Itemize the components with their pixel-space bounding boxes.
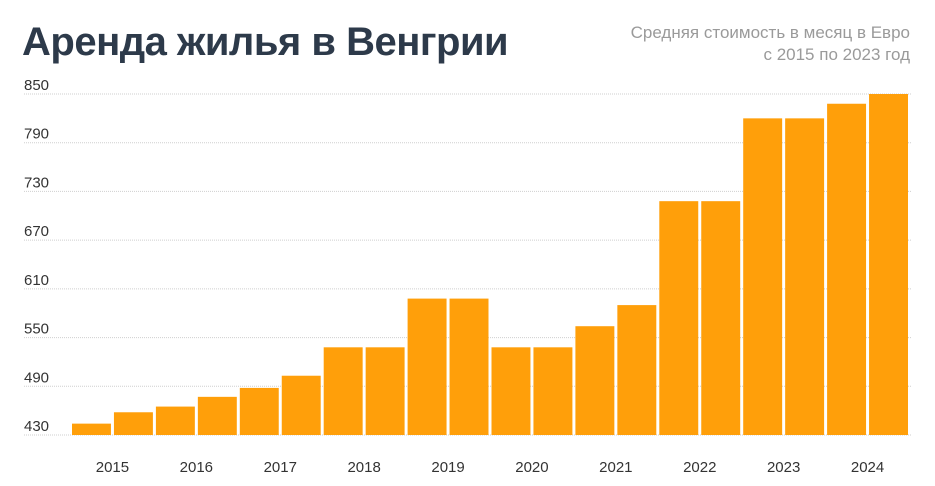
x-tick-label: 2024 (851, 459, 884, 476)
y-tick-label: 730 (24, 174, 49, 191)
bar (785, 118, 825, 435)
bar (533, 347, 573, 435)
subtitle-line-1: Средняя стоимость в месяц в Евро (630, 23, 910, 42)
bar (281, 375, 321, 435)
x-tick-label: 2015 (96, 459, 129, 476)
bar (659, 201, 699, 435)
y-tick-label: 550 (24, 321, 49, 338)
y-tick-label: 490 (24, 369, 49, 386)
bar (365, 347, 405, 435)
x-tick-label: 2016 (180, 459, 213, 476)
bar (617, 305, 657, 435)
bar (113, 412, 153, 435)
bar (72, 423, 111, 435)
bar (155, 406, 195, 435)
bar (449, 298, 489, 435)
x-tick-label: 2017 (264, 459, 297, 476)
bar (239, 387, 279, 435)
bar (575, 326, 615, 435)
y-tick-label: 850 (24, 77, 49, 94)
chart-subtitle: Средняя стоимость в месяц в Евро с 2015 … (631, 22, 910, 66)
y-tick-label: 430 (24, 418, 49, 435)
x-tick-label: 2022 (683, 459, 716, 476)
bars (72, 94, 908, 435)
bar (743, 118, 783, 435)
y-tick-label: 610 (24, 272, 49, 289)
bar (701, 201, 741, 435)
bar (323, 347, 363, 435)
x-tick-label: 2021 (599, 459, 632, 476)
subtitle-line-2: с 2015 по 2023 год (763, 45, 910, 64)
bar (491, 347, 531, 435)
bar (869, 94, 908, 435)
x-tick-label: 2018 (347, 459, 380, 476)
bar (197, 396, 237, 435)
bar (407, 298, 447, 435)
x-tick-label: 2023 (767, 459, 800, 476)
x-axis-ticks: 2015 2016 2017 2018 2019 2020 2021 2022 2023 2024 (96, 459, 884, 476)
bar (827, 103, 867, 435)
x-tick-label: 2019 (431, 459, 464, 476)
y-axis-ticks: 430 490 550 610 670 730 790 850 (24, 77, 49, 435)
y-tick-label: 790 (24, 126, 49, 143)
x-tick-label: 2020 (515, 459, 548, 476)
y-tick-label: 670 (24, 223, 49, 240)
chart-title: Аренда жилья в Венгрии (22, 20, 509, 64)
